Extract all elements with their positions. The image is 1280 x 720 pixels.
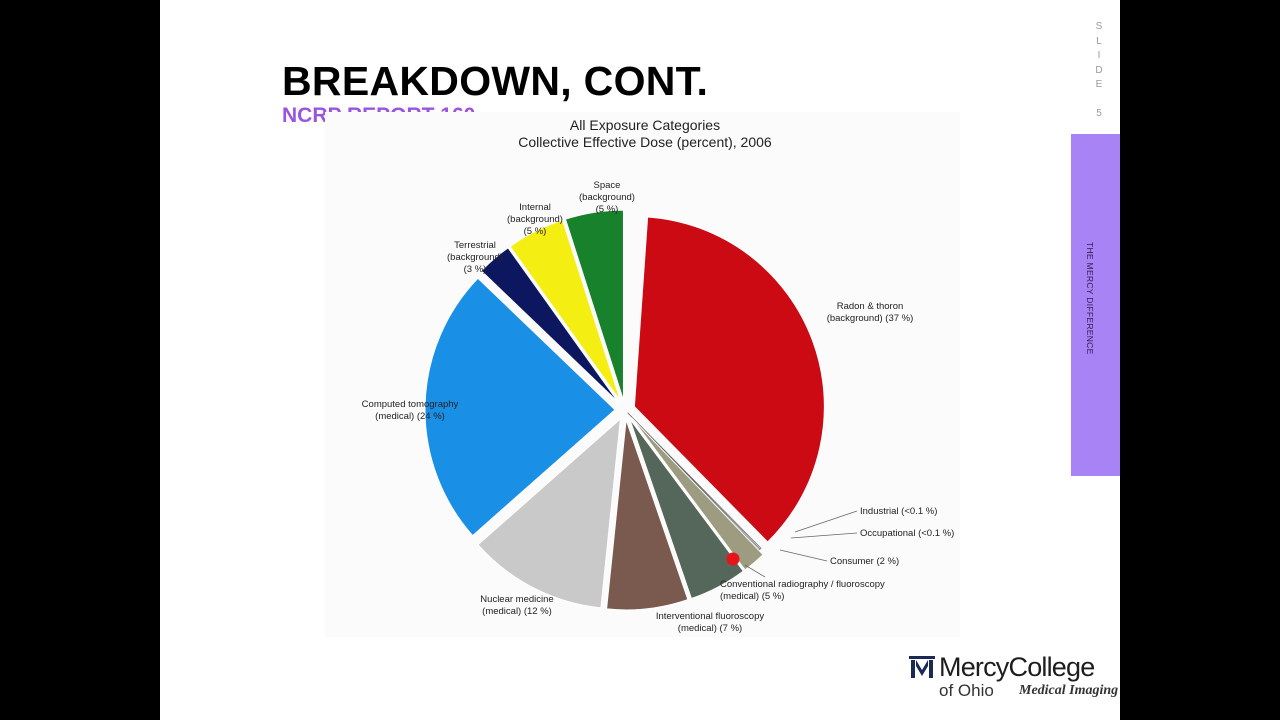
mercy-college-mark-icon	[909, 656, 935, 678]
slice-label-3-0: Consumer (2 %)	[830, 556, 899, 567]
logo-name: MercyCollege	[939, 652, 1095, 682]
slice-label-4-1: (medical) (5 %)	[720, 591, 784, 602]
slice-label-9-2: (5 %)	[524, 226, 547, 237]
chart-subtitle: Collective Effective Dose (percent), 200…	[518, 134, 772, 150]
side-band-text: THE MERCY DIFFERENCE	[1085, 242, 1095, 355]
pie-slice-3	[631, 417, 764, 571]
pie-slice-4	[629, 418, 744, 600]
slice-label-8-1: (background)	[447, 252, 503, 263]
pie-slice-2	[627, 412, 761, 551]
slice-label-7-1: (medical) (24 %)	[375, 411, 445, 422]
slice-label-7-0: Computed tomography	[362, 399, 459, 410]
slice-label-10-2: (5 %)	[596, 204, 619, 215]
slice-label-8-0: Terrestrial	[454, 240, 496, 251]
pie-slice-7	[424, 277, 616, 537]
slice-label-10-0: Space	[594, 180, 621, 191]
slice-label-9-1: (background)	[507, 214, 563, 225]
pie-slice-5	[606, 419, 689, 611]
slice-label-0-1: (background) (37 %)	[827, 313, 914, 324]
pie-slice-10	[564, 209, 624, 401]
mercy-college-logo: MercyCollege of Ohio Medical Imaging	[908, 652, 1118, 704]
leader-line-1	[794, 510, 858, 533]
chart-title: All Exposure Categories	[570, 117, 720, 133]
pie-slice-6	[477, 417, 622, 609]
pointer-dot	[726, 552, 740, 566]
logo-subtitle: of Ohio	[939, 681, 994, 700]
pie-chart: All Exposure Categories Collective Effec…	[325, 112, 960, 637]
side-band: THE MERCY DIFFERENCE	[1071, 134, 1120, 476]
slice-label-2-0: Occupational (<0.1 %)	[860, 528, 954, 539]
slice-label-6-1: (medical) (12 %)	[482, 606, 552, 617]
pie-slice-9	[509, 219, 621, 402]
pie-slice-8	[480, 247, 619, 403]
slice-label-10-1: (background)	[579, 192, 635, 203]
slice-label-5-1: (medical) (7 %)	[678, 623, 742, 634]
slice-label-6-0: Nuclear medicine	[480, 594, 553, 605]
slice-label-4-0: Conventional radiography / fluoroscopy	[720, 579, 885, 590]
pie-chart-svg: All Exposure Categories Collective Effec…	[362, 117, 955, 634]
slice-label-5-0: Interventional fluoroscopy	[656, 611, 765, 622]
slice-label-1-0: Industrial (<0.1 %)	[860, 506, 937, 517]
pie-slice-0	[633, 216, 825, 543]
slice-label-0-0: Radon & thoron	[837, 301, 904, 312]
slice-label-8-2: (3 %)	[464, 264, 487, 275]
leader-line-2	[790, 532, 858, 539]
slice-label-9-0: Internal	[519, 202, 551, 213]
leader-line-4	[744, 564, 766, 578]
leader-line-3	[779, 549, 828, 562]
slide-title: BREAKDOWN, CONT.	[282, 58, 709, 104]
logo-tagline: Medical Imaging	[1019, 683, 1119, 698]
